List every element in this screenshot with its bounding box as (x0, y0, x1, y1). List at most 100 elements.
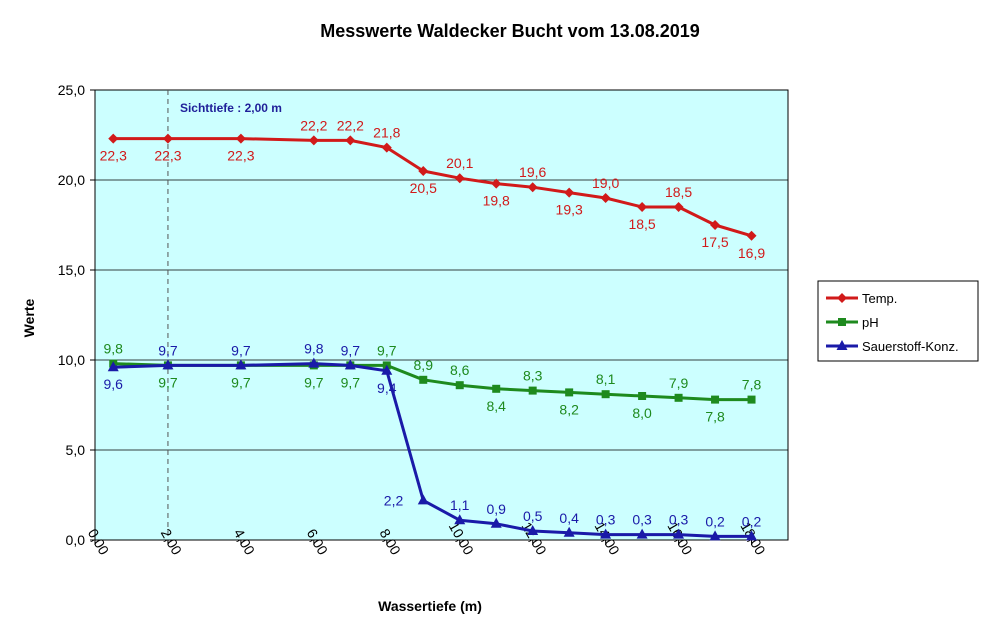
data-point (601, 390, 610, 399)
data-point (454, 514, 466, 525)
y-tick-label: 20,0 (58, 172, 85, 188)
data-label: 0,2 (705, 513, 725, 529)
data-label: 8,1 (596, 371, 616, 387)
data-label: 9,7 (158, 342, 178, 358)
data-label: 0,3 (596, 512, 616, 528)
data-label: 9,6 (104, 376, 124, 392)
data-point (492, 384, 501, 393)
data-label: 0,2 (742, 513, 762, 529)
data-point (490, 517, 502, 528)
data-label: 7,8 (705, 409, 725, 425)
data-point (565, 388, 574, 397)
y-tick-label: 15,0 (58, 262, 85, 278)
data-label: 8,0 (632, 405, 652, 421)
data-point (381, 364, 393, 375)
data-label: 9,8 (104, 341, 124, 357)
legend-entry: pH (862, 315, 879, 330)
data-label: 22,2 (300, 117, 327, 133)
data-labels: 22,3 22,3 22,3 22,2 22,2 21,8 20,5 20,1 19,8 19,6… (100, 117, 766, 529)
series-line (113, 137, 752, 238)
data-point (711, 395, 720, 404)
data-point (344, 359, 356, 370)
legend-entry: Sauerstoff-Konz. (862, 339, 959, 354)
data-point (564, 187, 575, 198)
data-point (235, 359, 247, 370)
data-point (673, 528, 685, 539)
data-label: 0,3 (632, 512, 652, 528)
data-label: 8,3 (523, 368, 543, 384)
data-point (108, 133, 119, 144)
data-label: 8,2 (559, 401, 579, 417)
sichttiefe-label: Sichttiefe : 2,00 m (180, 101, 282, 115)
data-label: 9,7 (341, 374, 361, 390)
data-label: 22,2 (337, 117, 364, 133)
y-tick-label: 10,0 (58, 352, 85, 368)
data-label: 17,5 (701, 234, 728, 250)
data-point (162, 133, 173, 144)
data-point (162, 359, 174, 370)
data-label: 20,1 (446, 155, 473, 171)
data-label: 8,4 (486, 398, 506, 414)
legend: Temp. pH Sauerstoff-Konz. (817, 280, 979, 362)
data-label: 19,6 (519, 164, 546, 180)
y-axis-title: Werte (21, 298, 37, 337)
data-label: 2,2 (384, 492, 404, 508)
data-point (107, 361, 119, 372)
data-label: 8,6 (450, 362, 470, 378)
y-tick-label: 25,0 (58, 82, 85, 98)
data-label: 20,5 (410, 180, 437, 196)
data-label: 19,8 (483, 193, 510, 209)
data-point (381, 142, 392, 153)
data-point (528, 386, 537, 395)
data-label: 1,1 (450, 497, 470, 513)
data-label: 0,5 (523, 508, 543, 524)
data-label: 7,9 (669, 375, 689, 391)
data-label: 0,4 (559, 510, 579, 526)
data-point (527, 182, 538, 193)
data-label: 22,3 (227, 148, 254, 164)
data-point (600, 193, 611, 203)
data-point (747, 395, 756, 404)
data-point (638, 392, 647, 400)
legend-entry: Temp. (862, 291, 897, 306)
legend-marker (836, 340, 848, 350)
data-label: 0,3 (669, 512, 689, 528)
chart-title: Messwerte Waldecker Bucht vom 13.08.2019 (320, 21, 700, 41)
data-point (454, 173, 465, 184)
data-point (418, 166, 429, 176)
data-point (637, 202, 648, 212)
data-label: 9,7 (158, 374, 178, 390)
data-point (673, 202, 684, 212)
data-label: 19,3 (556, 202, 583, 218)
data-point (674, 393, 683, 402)
legend-marker (838, 318, 846, 326)
data-point (419, 375, 428, 384)
data-label: 9,4 (377, 380, 397, 396)
data-point (636, 528, 648, 539)
data-point (455, 381, 464, 390)
data-point (417, 494, 429, 505)
data-point (235, 133, 246, 144)
data-point (746, 230, 757, 241)
data-point (308, 135, 319, 146)
data-point (563, 526, 575, 537)
data-label: 9,7 (341, 342, 361, 358)
data-point (345, 135, 356, 146)
data-point (600, 528, 612, 539)
gridlines (95, 89, 788, 451)
data-label: 9,7 (377, 342, 397, 358)
data-label: 7,8 (742, 377, 762, 393)
data-point (491, 178, 502, 189)
data-label: 22,3 (100, 148, 127, 164)
legend-marker (837, 293, 847, 303)
y-tick-label: 5,0 (66, 442, 86, 458)
data-point (710, 220, 721, 230)
annotation-layer: Sichttiefe : 2,00 m (167, 90, 282, 540)
series-line (113, 362, 752, 538)
data-label: 16,9 (738, 245, 765, 261)
data-label: 0,9 (486, 501, 506, 517)
series-layer (107, 133, 758, 541)
data-label: 9,7 (231, 342, 251, 358)
plot-area (94, 89, 789, 541)
